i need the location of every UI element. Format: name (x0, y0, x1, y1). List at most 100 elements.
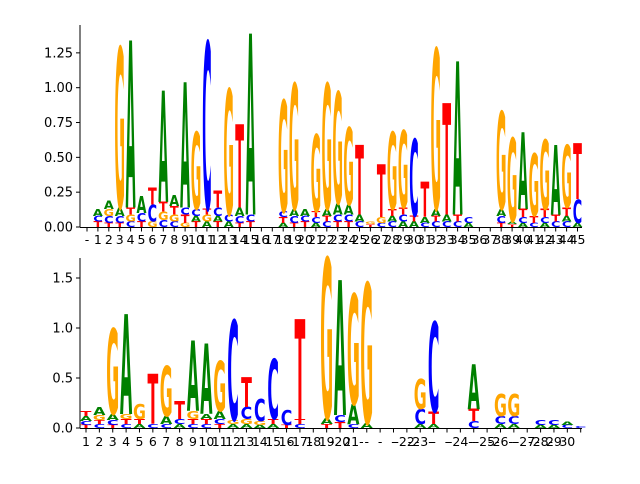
logo-letter-c-p1-c16: C (246, 212, 255, 224)
logo-letter-a-p1-c31: A (409, 221, 420, 230)
logo-letter-c-p2-c12: C (227, 292, 239, 452)
logo-letter-c-p1-c7: C (148, 202, 157, 228)
logo-letter-c-p2-c30: C (468, 420, 480, 431)
x-tick-label: 38 (493, 232, 509, 247)
logo-letter-c-p1-c2: C (93, 215, 103, 224)
logo-letter-c-p2-c35: C (535, 419, 547, 427)
x-tick-label: 30 (406, 232, 422, 247)
logo-letter-c-p2-c9: C (187, 423, 199, 429)
logo-letter-a-p1-c40: A (507, 221, 518, 225)
logo-letter-t-p1-c5: T (126, 205, 135, 217)
logo-letter-c-p2-c36: C (548, 419, 560, 427)
x-tick-label: 12 (225, 434, 241, 449)
logo-letter-g-p1-c20: G (289, 50, 300, 250)
logo-letter-a-p1-c6: A (137, 193, 147, 219)
x-tick-label: 8 (176, 434, 184, 449)
logo-letter-g-p2-c3: G (106, 306, 119, 442)
logo-letter-c-p1-c20: C (289, 214, 298, 226)
x-tick-label: -28- (528, 434, 553, 449)
logo-letter-c-p2-c26: C (414, 406, 426, 430)
logo-letter-g-p1-c40: G (507, 116, 518, 250)
x-tick-label: 22 (319, 232, 335, 247)
logo-letter-t-p1-c4: T (115, 222, 124, 228)
logo-letter-g-p2-c7: G (160, 353, 173, 433)
logo-letter-a-p1-c36: A (464, 222, 474, 228)
logo-letter-g-p1-c45: G (561, 129, 572, 228)
logo-letter-a-p1-c43: A (540, 222, 550, 228)
x-tick-label: - (378, 434, 383, 449)
logo-letter-c-p2-c15: C (267, 343, 279, 439)
logo-letter-a-p1-c45: A (562, 215, 573, 224)
x-tick-label: 2 (105, 232, 113, 247)
logo-letter-t-p2-c8: T (174, 396, 185, 425)
x-tick-label: 14 (232, 232, 248, 247)
logo-letter-a-p1-c30: A (398, 221, 409, 230)
logo-letter-t-p1-c15: T (235, 102, 244, 236)
x-tick-label: -27- (515, 434, 540, 449)
logo-letter-c-p1-c13: C (213, 206, 223, 219)
logo-letter-g-p2-c11: G (213, 348, 226, 428)
logo-letter-a-p2-c14: A (254, 424, 266, 429)
x-tick-label: 23 (330, 232, 346, 247)
logo-letter-a-p2-c12: A (227, 423, 240, 429)
logo-letter-c-p1-c3: C (104, 214, 113, 226)
x-tick-label: 16 (279, 434, 295, 449)
logo-letter-t-p1-c7: T (148, 185, 157, 211)
logo-letter-c-p1-c43: C (540, 216, 550, 225)
logo-letter-c-p2-c14: C (254, 393, 266, 428)
logo-letter-c-p1-c45: C (562, 221, 572, 230)
logo-letter-g-p2-c26: G (414, 372, 427, 420)
logo-letter-c-p2-c2: C (94, 423, 106, 429)
logo-letter-t-p1-c19: T (279, 216, 289, 225)
logo-letter-c-p1-c29: C (387, 221, 397, 230)
logo-letter-a-p1-c26: A (355, 212, 365, 224)
logo-letter-g-p1-c9: G (169, 212, 180, 224)
logo-letter-a-p1-c16: A (246, 0, 256, 274)
logo-letter-c-p1-c36: C (464, 216, 474, 225)
logo-letter-t-p2-c19: T (321, 423, 332, 429)
logo-letter-g-p1-c23: G (322, 50, 333, 250)
logo-letter-c-p1-c42: C (529, 222, 538, 228)
logo-letter-c-p2-c37: C (562, 424, 574, 429)
logo-letter-c-p1-c9: C (169, 221, 179, 230)
logo-letter-g-p1-c27: G (365, 221, 376, 225)
logo-letter-t-p1-c22: T (312, 211, 322, 220)
logo-letter-t-p2-c30: T (468, 406, 479, 425)
logo-letter-g-p2-c9: G (186, 409, 199, 422)
logo-letter-a-p1-c24: A (333, 201, 343, 218)
logo-letter-a-p1-c19: A (278, 222, 288, 228)
x-tick-label: 36 (471, 232, 487, 247)
x-tick-label: 44 (559, 232, 575, 247)
logo-letter-g-p1-c43: G (540, 122, 551, 233)
x-tick-label: 40 (515, 232, 531, 247)
logo-letter-g-p2-c21: G (347, 266, 360, 440)
x-tick-label: -17- (287, 434, 312, 449)
logo-letter-a-p2-c32: A (494, 423, 507, 429)
x-tick-label: 25 (352, 232, 368, 247)
logo-letter-g-p2-c13: G (240, 418, 253, 426)
logo-letter-t-p1-c6: T (137, 221, 147, 230)
logo-letter-c-p1-c4: C (115, 214, 124, 226)
x-tick-label: 4 (127, 232, 135, 247)
logo-letter-c-p2-c3: C (107, 419, 119, 427)
logo-letter-a-p1-c32: A (420, 216, 431, 225)
x-tick-label: 45 (570, 232, 586, 247)
logo-letter-c-p1-c14: C (224, 212, 233, 224)
x-tick-label: -26- (488, 434, 513, 449)
logo-letter-a-p1-c41: A (518, 112, 528, 234)
logo-letter-g-p2-c19: G (320, 215, 333, 470)
x-tick-label: 18 (305, 434, 321, 449)
logo-letter-t-p1-c39: T (497, 222, 506, 228)
logo-letter-t-p1-c29: T (388, 207, 397, 219)
logo-letter-t-p1-c34: T (442, 72, 451, 251)
x-tick-label: 1 (82, 434, 90, 449)
logo-letter-c-p2-c1: C (80, 420, 92, 426)
logo-letter-t-p2-c9: T (188, 418, 200, 426)
x-tick-label: 11 (199, 232, 215, 247)
logo-letter-t-p2-c17: T (295, 418, 307, 426)
x-tick-label: 14 (252, 434, 268, 449)
logo-letter-a-p2-c37: A (561, 421, 573, 426)
logo-letter-t-p1-c41: T (519, 207, 529, 220)
y-tick-label: 0.25 (44, 186, 73, 201)
logo-letter-g-p1-c33: G (431, 6, 442, 262)
